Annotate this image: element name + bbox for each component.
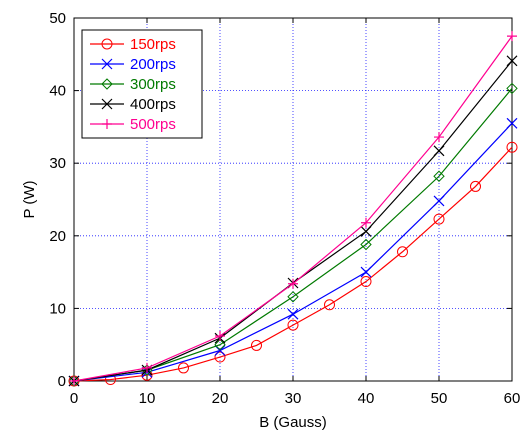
- x-tick-label: 60: [504, 390, 520, 407]
- data-point: [397, 246, 408, 258]
- data-point: [287, 291, 299, 303]
- y-tick-label: 20: [49, 228, 66, 245]
- data-point: [433, 170, 445, 182]
- axis-ticks: 0 10 20 30 40 50 60 0 10 20 30 40 50: [49, 10, 520, 407]
- legend-label: 200rps: [130, 56, 176, 73]
- x-tick-label: 40: [358, 390, 375, 407]
- data-point: [360, 226, 372, 237]
- data-point: [433, 213, 445, 225]
- data-point: [287, 319, 299, 331]
- legend-marker: [102, 119, 112, 129]
- legend-label: 500rps: [130, 116, 176, 133]
- data-point: [470, 180, 481, 192]
- data-point: [506, 55, 518, 67]
- legend-label: 150rps: [130, 36, 176, 53]
- data-point: [214, 351, 226, 363]
- y-tick-label: 30: [49, 155, 66, 172]
- data-point: [506, 82, 518, 95]
- legend-marker: [101, 58, 113, 70]
- data-point: [360, 266, 372, 278]
- legend-item: 500rps: [90, 116, 176, 133]
- x-tick-label: 30: [285, 390, 302, 407]
- legend-item: 400rps: [90, 96, 176, 113]
- data-point: [434, 132, 444, 143]
- data-point: [288, 278, 298, 289]
- legend-marker: [101, 78, 113, 90]
- legend-label: 300rps: [130, 76, 176, 93]
- data-point: [142, 362, 152, 373]
- y-tick-label: 10: [49, 300, 66, 317]
- data-point: [507, 31, 517, 42]
- data-point: [214, 338, 226, 351]
- data-point: [251, 339, 262, 351]
- x-tick-label: 20: [212, 390, 229, 407]
- data-point: [178, 362, 189, 374]
- data-point: [69, 376, 79, 386]
- y-axis-label: P (W): [21, 180, 38, 218]
- x-tick-label: 0: [70, 390, 78, 407]
- y-tick-label: 40: [49, 83, 66, 100]
- x-tick-label: 50: [431, 390, 448, 407]
- data-point: [287, 308, 299, 320]
- legend-marker: [101, 98, 113, 110]
- legend-marker: [101, 38, 113, 50]
- data-point: [215, 330, 225, 341]
- data-point: [433, 195, 445, 207]
- series-500rps: [69, 31, 517, 386]
- data-point: [324, 299, 335, 311]
- x-tick-label: 10: [139, 390, 156, 407]
- y-tick-label: 50: [49, 10, 66, 27]
- legend-item: 200rps: [90, 56, 176, 73]
- data-point: [361, 217, 371, 228]
- legend-item: 300rps: [90, 76, 176, 93]
- legend-label: 400rps: [130, 96, 176, 113]
- data-point: [506, 117, 518, 129]
- legend: 150rps 200rps 300rps 400rps 500rps: [81, 29, 203, 139]
- series-layer: [68, 31, 518, 387]
- data-point: [360, 238, 372, 251]
- x-axis-label: B (Gauss): [259, 414, 327, 431]
- data-point: [360, 276, 372, 288]
- data-point: [433, 145, 445, 157]
- y-tick-label: 0: [58, 373, 66, 390]
- data-point: [214, 345, 226, 356]
- data-point: [506, 141, 518, 153]
- legend-item: 150rps: [90, 36, 176, 53]
